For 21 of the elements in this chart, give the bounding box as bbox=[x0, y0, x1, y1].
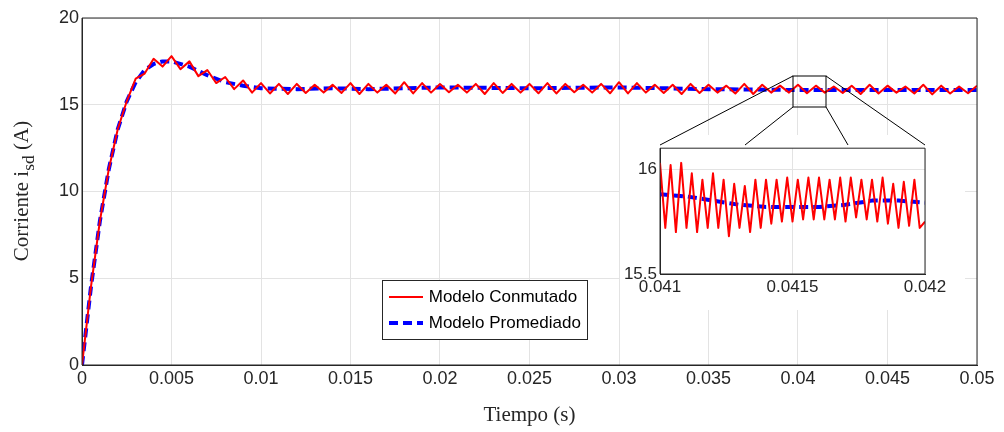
x-axis-title: Tiempo (s) bbox=[483, 401, 576, 426]
x-tick-label: 0.015 bbox=[327, 367, 374, 388]
x-tick-label: 0.042 bbox=[903, 276, 947, 296]
x-tick-label: 0.03 bbox=[601, 367, 637, 388]
x-tick-label: 0.04 bbox=[780, 367, 816, 388]
y-tick-label: 5 bbox=[68, 267, 79, 288]
x-tick-label: 0.0415 bbox=[766, 276, 819, 296]
x-tick-label: 0.005 bbox=[148, 367, 195, 388]
y-tick-label: 15 bbox=[58, 93, 79, 114]
legend-label: Modelo Conmutado bbox=[428, 287, 578, 307]
y-tick-label: 20 bbox=[58, 6, 79, 27]
x-tick-label: 0.035 bbox=[685, 367, 732, 388]
x-tick-label: 0.025 bbox=[506, 367, 553, 388]
legend-label: Modelo Promediado bbox=[428, 313, 581, 333]
y-tick-label: 0 bbox=[68, 353, 79, 374]
y-tick-label: 16 bbox=[638, 158, 657, 178]
x-tick-label: 0.02 bbox=[422, 367, 458, 388]
x-tick-label: 0.05 bbox=[959, 367, 995, 388]
x-tick-label: 0.045 bbox=[864, 367, 911, 388]
y-tick-label: 10 bbox=[58, 180, 79, 201]
x-tick-label: 0.01 bbox=[243, 367, 279, 388]
